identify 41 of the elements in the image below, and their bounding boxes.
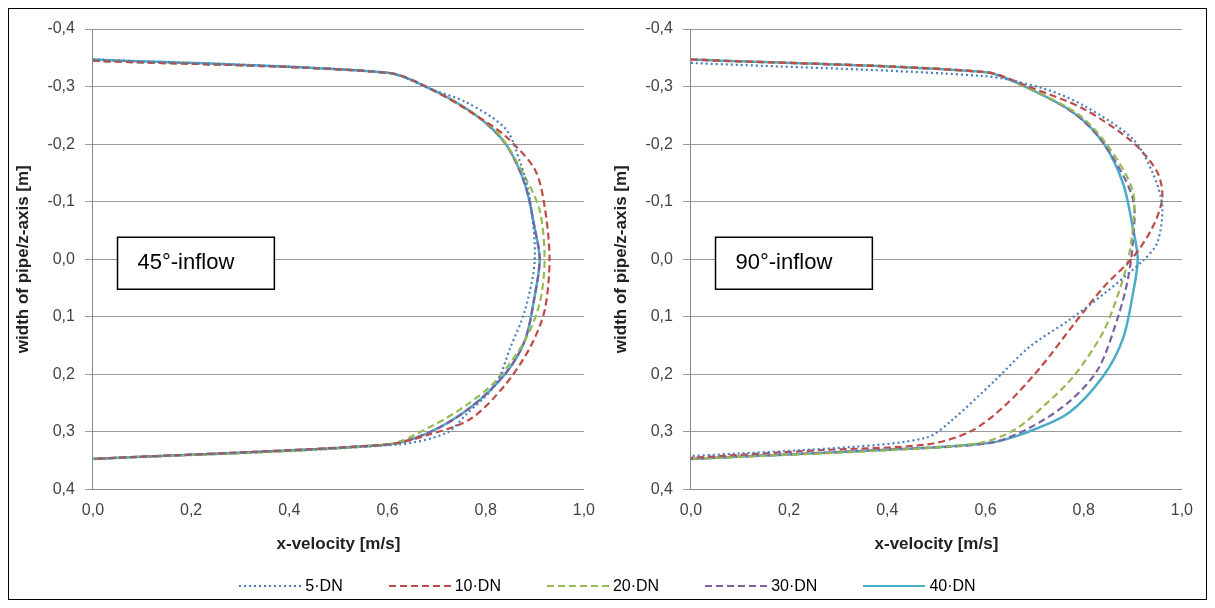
x-tick-label: 0,2	[180, 501, 203, 519]
y-tick-label: 0,3	[650, 422, 674, 440]
x-tick-label: 0,6	[974, 501, 997, 519]
x-tick-label: 0,4	[876, 501, 899, 519]
y-tick-label: 0,1	[52, 307, 76, 325]
y-tick-label: 0,1	[650, 307, 674, 325]
x-tick-label: 1,0	[1170, 501, 1194, 519]
legend-label: 30·DN	[771, 577, 818, 595]
y-tick-label: 0,4	[52, 479, 76, 497]
y-tick-label: 0,2	[650, 364, 674, 382]
y-tick-label: 0,4	[650, 479, 674, 497]
y-tick-label: 0,0	[650, 249, 674, 267]
legend-label: 5·DN	[305, 577, 343, 595]
x-axis-title: x-velocity [m/s]	[874, 534, 999, 554]
y-tick-label: 0,3	[52, 422, 76, 440]
x-tick-label: 0,0	[81, 501, 105, 519]
y-tick-label: 0,2	[52, 364, 76, 382]
y-tick-label: -0,3	[645, 76, 674, 94]
x-tick-label: 0,4	[278, 501, 301, 519]
x-tick-label: 0,8	[1072, 501, 1095, 519]
y-tick-label: -0,4	[47, 19, 76, 37]
y-tick-label: -0,3	[47, 76, 76, 94]
y-tick-label: -0,4	[645, 19, 674, 37]
legend-label: 10·DN	[454, 577, 501, 595]
y-tick-label: -0,2	[47, 134, 76, 152]
legend-label: 20·DN	[612, 577, 660, 595]
annotation: 90°-inflow	[735, 249, 833, 275]
x-tick-label: 0,8	[474, 501, 497, 519]
annotation: 45°-inflow	[137, 249, 235, 275]
y-axis-title: width of pipe/z-axis [m]	[610, 165, 630, 355]
y-tick-label: -0,1	[645, 192, 674, 210]
x-tick-label: 0,6	[376, 501, 399, 519]
x-tick-label: 1,0	[572, 501, 596, 519]
y-tick-label: -0,1	[47, 192, 76, 210]
legend-label: 40·DN	[929, 577, 976, 595]
x-axis-title: x-velocity [m/s]	[276, 534, 401, 554]
x-tick-label: 0,0	[679, 501, 703, 519]
x-tick-label: 0,2	[778, 501, 801, 519]
y-tick-label: 0,0	[52, 249, 76, 267]
y-axis-title: width of pipe/z-axis [m]	[12, 165, 32, 355]
y-tick-label: -0,2	[645, 134, 674, 152]
